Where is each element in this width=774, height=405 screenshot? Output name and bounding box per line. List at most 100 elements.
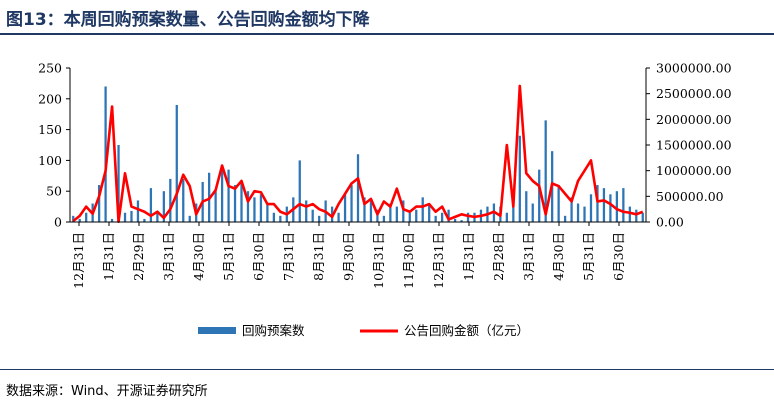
bar (421, 197, 424, 222)
bar (259, 194, 263, 222)
x-tick-label: 2月29日 (131, 232, 146, 281)
x-tick-label: 1月31日 (461, 232, 476, 281)
x-tick-label: 4月30日 (551, 232, 566, 281)
bar (576, 203, 580, 222)
figure-title: 图13：本周回购预案数量、公告回购金额均下降 (6, 10, 370, 30)
bar (570, 197, 573, 222)
bar (78, 218, 81, 222)
bar (434, 215, 437, 222)
bar (311, 209, 314, 222)
bar (460, 220, 463, 222)
bar (382, 215, 386, 222)
bar (544, 120, 547, 222)
x-tick-label: 5月31日 (221, 232, 236, 281)
bar (428, 203, 431, 222)
x-tick-label: 12月31日 (431, 232, 446, 289)
bar (279, 215, 282, 222)
source-note: 数据来源：Wind、开源证券研究所 (6, 384, 208, 399)
x-tick-label: 10月31日 (371, 232, 386, 289)
bar (453, 218, 457, 222)
bar (85, 212, 88, 222)
bar (214, 191, 217, 222)
bar (72, 215, 75, 222)
bar (622, 188, 625, 222)
chart: 0 50 100 150 200 250 0.00 500000.00 1000000.00 15… (38, 61, 731, 339)
x-tick-label: 1月31日 (101, 232, 116, 281)
bar (447, 209, 450, 222)
bar (266, 203, 269, 222)
bar (635, 209, 638, 222)
x-tick-label: 6月30日 (611, 232, 626, 281)
legend: 回购预案数 公告回购金额（亿元） (198, 323, 529, 338)
right-tick-label: 2500000.00 (656, 86, 732, 101)
bar (376, 209, 379, 222)
title-rule (0, 33, 774, 35)
bar (110, 218, 114, 222)
bar (104, 86, 107, 222)
left-tick-label: 150 (38, 122, 62, 137)
bar (363, 197, 366, 222)
left-tick-label: 100 (38, 153, 62, 168)
bars-layer (72, 86, 644, 222)
bar (369, 200, 373, 222)
bar (188, 215, 191, 222)
bar (272, 212, 275, 222)
x-tick-label: 7月31日 (281, 232, 296, 281)
bar (615, 191, 619, 222)
bar (441, 212, 444, 222)
bar (466, 212, 470, 222)
bar (415, 209, 418, 222)
right-tick-label: 2000000.00 (656, 112, 732, 127)
x-tick-label: 4月30日 (191, 232, 206, 281)
bar (149, 188, 153, 222)
line-layer (72, 84, 644, 224)
bar (169, 178, 172, 222)
bar (557, 185, 560, 222)
x-tick-label: 2月28日 (491, 232, 506, 281)
bar (305, 200, 308, 222)
bar (253, 197, 256, 222)
bar (531, 203, 534, 222)
bar (220, 166, 224, 222)
right-tick-label: 3000000.00 (656, 61, 732, 76)
bar (395, 206, 398, 222)
left-tick-label: 50 (46, 184, 62, 199)
left-tick-label: 0 (54, 215, 62, 230)
x-tick-label: 9月30日 (341, 232, 356, 281)
bar (389, 203, 392, 222)
legend-label-line: 公告回购金额（亿元） (404, 323, 529, 338)
bar (318, 215, 321, 222)
bar (246, 191, 250, 222)
bar (233, 185, 237, 222)
bar (343, 194, 347, 222)
x-tick-label: 3月31日 (161, 232, 176, 281)
bar (350, 185, 353, 222)
bar (525, 191, 528, 222)
bar (227, 169, 230, 222)
x-tick-label: 8月31日 (311, 232, 326, 281)
bar (97, 185, 101, 222)
legend-label-bars: 回购预案数 (242, 323, 305, 338)
bar (402, 200, 405, 222)
bar (609, 194, 612, 222)
bar (628, 206, 631, 222)
bar (130, 210, 133, 222)
x-tick-label: 12月31日 (71, 232, 86, 289)
x-tick-label: 6月30日 (251, 232, 266, 281)
axes-layer: 0 50 100 150 200 250 0.00 500000.00 1000000.00 15… (38, 61, 731, 289)
x-tick-label: 3月31日 (521, 232, 536, 281)
bar (596, 185, 599, 222)
bar (123, 212, 127, 222)
bar (641, 212, 644, 222)
bar (136, 200, 140, 222)
bar (143, 218, 146, 222)
bar (240, 181, 243, 222)
right-tick-label: 1500000.00 (656, 138, 732, 153)
bar (589, 194, 593, 222)
right-tick-label: 0.00 (656, 215, 684, 230)
bar (512, 203, 515, 222)
bar (602, 188, 606, 222)
right-tick-label: 1000000.00 (656, 163, 732, 178)
bar (408, 212, 411, 222)
bar (583, 206, 586, 222)
